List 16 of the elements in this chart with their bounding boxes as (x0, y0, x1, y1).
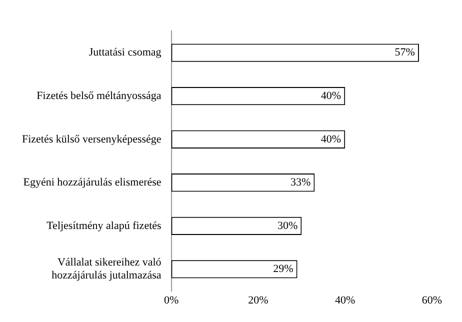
y-tick-label: Fizetés külső versenyképessége (22, 133, 162, 146)
y-tick-label: Fizetés belső méltányossága (36, 90, 162, 102)
x-tick-label: 40% (335, 294, 356, 306)
x-tick-label: 0% (164, 294, 179, 306)
y-tick-label: Teljesítmény alapú fizetés (46, 220, 162, 232)
y-tick-label: Vállalat sikereihez való hozzájárulás jutalmazása (52, 256, 162, 282)
x-tick-label: 60% (422, 294, 442, 306)
data-label: 29% (273, 263, 294, 276)
data-label: 30% (277, 220, 298, 232)
data-label: 57% (394, 46, 415, 59)
data-label: 33% (290, 176, 311, 189)
y-tick-label: Juttatási csomag (88, 46, 162, 59)
data-label: 40% (320, 133, 342, 146)
y-tick-label: Egyéni hozzájárulás elismerése (23, 176, 162, 189)
x-tick-label: 20% (248, 294, 268, 306)
data-label: 40% (320, 90, 342, 102)
